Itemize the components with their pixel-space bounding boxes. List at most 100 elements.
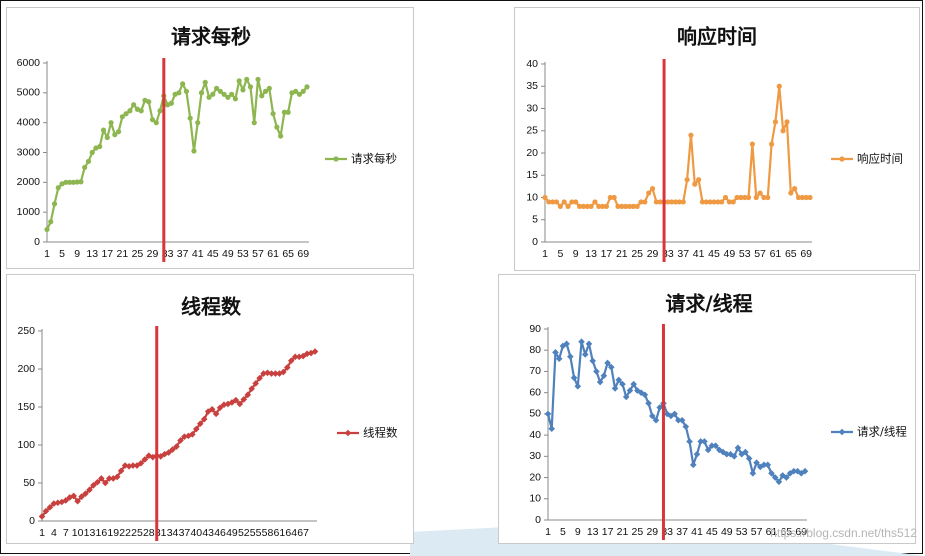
y-tick-label: 250 <box>17 325 35 337</box>
data-point <box>682 423 690 430</box>
y-tick-label: 30 <box>529 450 541 462</box>
data-point <box>693 450 701 458</box>
data-point <box>244 76 250 83</box>
chart-title: 请求/线程 <box>665 292 752 316</box>
data-point <box>189 431 196 438</box>
data-point <box>792 186 798 192</box>
data-point <box>799 194 805 201</box>
y-tick-label: 200 <box>17 363 35 375</box>
data-point <box>38 513 46 520</box>
data-point <box>70 179 76 185</box>
data-point <box>678 416 686 424</box>
y-tick-label: 2000 <box>17 176 41 188</box>
x-tick-label: 40 <box>190 527 202 539</box>
data-point <box>113 473 121 481</box>
x-tick-label: 9 <box>575 526 581 538</box>
data-point <box>153 120 159 126</box>
data-point <box>177 437 184 444</box>
y-tick-label: 100 <box>17 439 35 451</box>
data-series <box>542 83 813 209</box>
data-point <box>82 490 89 497</box>
data-point <box>768 470 775 477</box>
data-point <box>573 199 579 205</box>
data-point <box>256 374 263 382</box>
data-point <box>240 87 246 93</box>
data-point <box>592 199 598 205</box>
data-point <box>133 462 141 469</box>
panel-requests-per-thread: 请求/线程 0 10 20 30 40 50 60 70 80 90 1 5 9 13 17 21 25 29 33 3… <box>498 274 916 544</box>
data-point <box>676 199 683 205</box>
data-point <box>589 357 596 365</box>
x-tick-label: 61 <box>274 527 286 539</box>
data-point <box>141 456 149 463</box>
data-point <box>801 467 809 475</box>
y-tick-label: 6000 <box>17 57 41 69</box>
data-point <box>600 203 606 209</box>
x-tick-label: 13 <box>585 248 597 260</box>
data-point <box>675 416 682 424</box>
data-point <box>788 190 794 196</box>
data-point <box>217 88 223 94</box>
panel-response-time: 响应时间 0 5 10 15 20 25 30 35 40 1 5 9 13 17 21 25 29 33 37 41 4… <box>514 7 920 271</box>
x-tick-label: 69 <box>800 248 812 260</box>
data-point <box>270 111 276 117</box>
x-tick-label: 57 <box>751 526 763 538</box>
data-point <box>100 127 107 133</box>
data-point <box>764 461 772 469</box>
data-point <box>48 219 54 225</box>
y-tick-label: 20 <box>529 471 541 483</box>
data-series <box>38 348 319 520</box>
data-point <box>187 115 193 121</box>
data-point <box>206 94 212 100</box>
data-point <box>786 470 794 477</box>
data-series <box>544 338 809 486</box>
data-point <box>195 120 201 126</box>
legend-marker <box>333 156 339 162</box>
data-point <box>149 453 157 461</box>
data-point <box>272 370 279 377</box>
chart-thread-count: 线程数 0 50 100 150 200 250 1 4 7 10 13 16 19 22 25 28 31 34 3… <box>17 295 398 541</box>
data-point <box>634 203 640 209</box>
data-point <box>557 203 563 209</box>
panel-thread-count: 线程数 0 50 100 150 200 250 1 4 7 10 13 16 19 22 25 28 31 34 3… <box>6 274 414 544</box>
x-tick-label: 9 <box>74 248 80 260</box>
x-tick-label: 21 <box>117 248 129 260</box>
x-tick-label: 5 <box>560 526 566 538</box>
data-point <box>569 199 575 205</box>
data-point <box>74 497 81 505</box>
x-tick-label: 31 <box>155 527 167 539</box>
data-point <box>542 194 548 201</box>
data-point <box>603 203 610 209</box>
y-tick-label: 60 <box>529 386 541 398</box>
data-point <box>803 194 809 201</box>
data-point <box>212 410 220 418</box>
x-tick-label: 41 <box>192 248 204 260</box>
data-point <box>734 194 740 201</box>
legend-marker <box>344 429 352 437</box>
x-tick-label: 67 <box>297 527 309 539</box>
x-tick-label: 65 <box>282 248 294 260</box>
data-point <box>97 143 103 150</box>
x-tick-label: 25 <box>132 248 144 260</box>
data-point <box>138 108 144 114</box>
data-point <box>753 194 759 201</box>
data-point <box>278 133 284 139</box>
legend-label: 请求/线程 <box>857 425 907 439</box>
x-tick-label: 13 <box>86 248 98 260</box>
x-tick-label: 5 <box>557 248 563 260</box>
data-point <box>578 338 585 346</box>
y-tick-label: 50 <box>23 477 35 489</box>
data-point <box>772 119 779 125</box>
data-point <box>125 462 133 470</box>
data-point <box>760 461 768 469</box>
data-point <box>574 383 582 390</box>
data-point <box>161 450 168 458</box>
data-point <box>149 117 156 123</box>
data-point <box>281 109 287 115</box>
data-point <box>765 194 771 201</box>
legend: 线程数 <box>337 426 398 440</box>
x-tick-label: 4 <box>51 527 57 539</box>
data-point <box>193 425 200 433</box>
data-point <box>183 88 190 94</box>
data-point <box>123 111 129 117</box>
